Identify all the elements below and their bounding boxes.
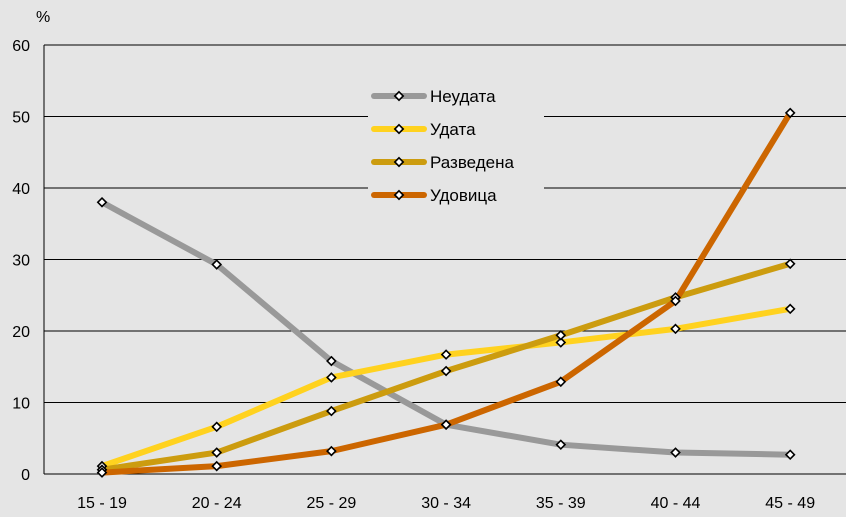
y-axis-unit-label: %: [36, 9, 50, 26]
data-point: [326, 445, 337, 457]
legend: Неудата Удата Разведена Удовица: [368, 78, 544, 212]
data-point: [670, 323, 681, 335]
legend-label: Удовица: [430, 186, 497, 205]
data-point: [440, 365, 452, 377]
data-point: [211, 460, 223, 472]
data-point: [670, 295, 681, 307]
x-tick-label: 20 - 24: [192, 495, 242, 512]
data-point: [555, 329, 567, 341]
x-tick-label: 45 - 49: [765, 495, 815, 512]
series-markers: [96, 107, 796, 478]
y-tick-label: 20: [12, 324, 30, 341]
y-tick-label: 40: [12, 181, 30, 198]
data-point: [96, 196, 108, 208]
x-tick-label: 30 - 34: [421, 495, 471, 512]
data-point: [211, 421, 223, 433]
x-tick-label: 25 - 29: [306, 495, 356, 512]
data-point: [326, 355, 337, 367]
data-point: [555, 439, 567, 451]
legend-label: Удата: [430, 120, 476, 139]
x-tick-label: 40 - 44: [651, 495, 701, 512]
data-point: [784, 107, 796, 119]
legend-label: Неудата: [430, 87, 496, 106]
y-axis-ticks: 0 10 20 30 40 50 60: [12, 38, 30, 484]
data-point: [211, 447, 223, 458]
y-tick-label: 10: [12, 396, 30, 413]
legend-box: [368, 78, 544, 212]
data-point: [211, 259, 223, 270]
y-tick-label: 50: [12, 110, 30, 127]
data-point: [326, 372, 337, 383]
legend-marker: [393, 189, 405, 201]
legend-marker: [393, 90, 405, 102]
data-point: [555, 337, 567, 348]
x-axis-ticks: 15 - 19 20 - 24 25 - 29 30 - 34 35 - 39 40 - …: [77, 495, 815, 512]
series-line: [99, 305, 794, 470]
legend-marker: [393, 123, 405, 135]
data-point: [440, 419, 452, 430]
data-point: [670, 447, 681, 458]
y-tick-label: 30: [12, 253, 30, 270]
legend-marker: [393, 156, 405, 168]
y-tick-label: 0: [21, 467, 30, 484]
data-point: [555, 376, 567, 388]
data-point: [96, 467, 108, 478]
data-point: [440, 349, 452, 360]
data-point: [326, 405, 337, 417]
data-point: [784, 258, 796, 270]
legend-label: Разведена: [430, 153, 515, 172]
y-tick-label: 60: [12, 38, 30, 55]
data-point: [784, 303, 796, 315]
data-point: [784, 449, 796, 461]
x-tick-label: 35 - 39: [536, 495, 586, 512]
x-tick-label: 15 - 19: [77, 495, 127, 512]
